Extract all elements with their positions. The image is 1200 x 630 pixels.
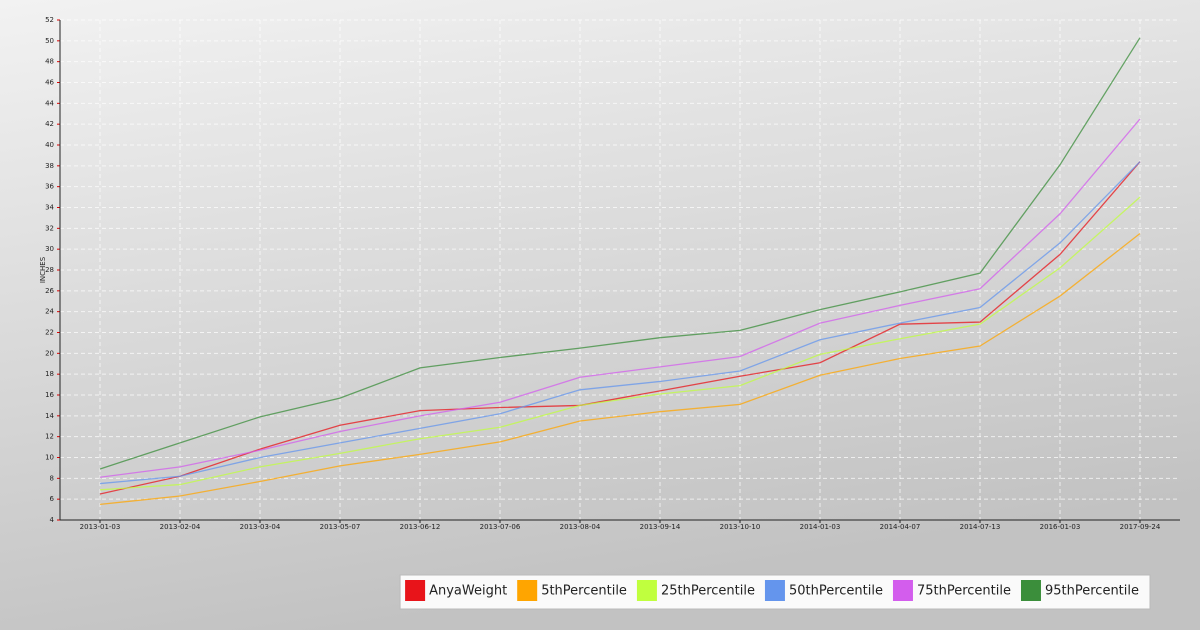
legend-label: 50thPercentile bbox=[789, 584, 883, 599]
x-tick-label: 2013-01-03 bbox=[80, 523, 121, 531]
y-axis-label: INCHES bbox=[39, 256, 47, 283]
x-tick-label: 2013-06-12 bbox=[400, 523, 441, 531]
y-tick-label: 46 bbox=[45, 79, 54, 87]
x-tick-label: 2013-03-04 bbox=[240, 523, 281, 531]
x-tick-label: 2013-08-04 bbox=[560, 523, 601, 531]
legend-label: AnyaWeight bbox=[429, 584, 507, 599]
y-tick-label: 20 bbox=[45, 349, 54, 357]
legend-swatch bbox=[1020, 580, 1041, 601]
legend-label: 95thPercentile bbox=[1045, 584, 1139, 599]
y-tick-label: 12 bbox=[45, 433, 54, 441]
x-tick-label: 2013-10-10 bbox=[720, 523, 761, 531]
series-line bbox=[99, 233, 1141, 506]
x-tick-label: 2014-01-03 bbox=[800, 523, 841, 531]
y-tick-label: 40 bbox=[45, 141, 54, 149]
y-tick-label: 8 bbox=[50, 474, 54, 482]
y-tick-label: 32 bbox=[45, 224, 54, 232]
y-tick-label: 26 bbox=[45, 287, 54, 295]
y-tick-label: 30 bbox=[45, 245, 54, 253]
series-line bbox=[99, 118, 1141, 478]
legend-swatch bbox=[517, 580, 538, 601]
x-tick-label: 2014-04-07 bbox=[880, 523, 921, 531]
y-tick-label: 44 bbox=[45, 99, 54, 107]
x-tick-label: 2016-01-03 bbox=[1040, 523, 1081, 531]
y-tick-label: 10 bbox=[45, 454, 54, 462]
legend-swatch bbox=[892, 580, 913, 601]
x-tick-label: 2013-09-14 bbox=[640, 523, 681, 531]
y-tick-label: 14 bbox=[45, 412, 54, 420]
y-tick-label: 34 bbox=[45, 204, 54, 212]
y-tick-label: 42 bbox=[45, 120, 54, 128]
legend-label: 75thPercentile bbox=[917, 584, 1011, 599]
y-tick-label: 16 bbox=[45, 391, 54, 399]
y-tick-label: 38 bbox=[45, 162, 54, 170]
legend-swatch bbox=[405, 580, 426, 601]
y-tick-label: 52 bbox=[45, 16, 54, 24]
series-line bbox=[99, 161, 1141, 495]
series-line bbox=[99, 161, 1141, 485]
x-tick-label: 2017-09-24 bbox=[1120, 523, 1161, 531]
y-tick-label: 4 bbox=[50, 516, 55, 524]
x-tick-label: 2013-02-04 bbox=[160, 523, 201, 531]
y-tick-label: 28 bbox=[45, 266, 54, 274]
x-tick-label: 2013-05-07 bbox=[320, 523, 361, 531]
y-tick-label: 48 bbox=[45, 58, 54, 66]
x-tick-label: 2013-07-06 bbox=[480, 523, 521, 531]
legend-label: 25thPercentile bbox=[661, 584, 755, 599]
series-line bbox=[99, 37, 1141, 470]
legend: AnyaWeight 5thPercentile 25thPercentile 50t… bbox=[399, 574, 1151, 610]
legend-swatch bbox=[636, 580, 657, 601]
y-tick-label: 24 bbox=[45, 308, 54, 316]
series-line bbox=[99, 196, 1141, 491]
y-tick-label: 50 bbox=[45, 37, 54, 45]
legend-label: 5thPercentile bbox=[541, 584, 627, 599]
y-tick-label: 6 bbox=[50, 495, 55, 503]
legend-swatch bbox=[764, 580, 785, 601]
y-tick-label: 22 bbox=[45, 329, 54, 337]
x-tick-label: 2014-07-13 bbox=[960, 523, 1001, 531]
y-tick-label: 18 bbox=[45, 370, 54, 378]
y-tick-label: 36 bbox=[45, 183, 54, 191]
